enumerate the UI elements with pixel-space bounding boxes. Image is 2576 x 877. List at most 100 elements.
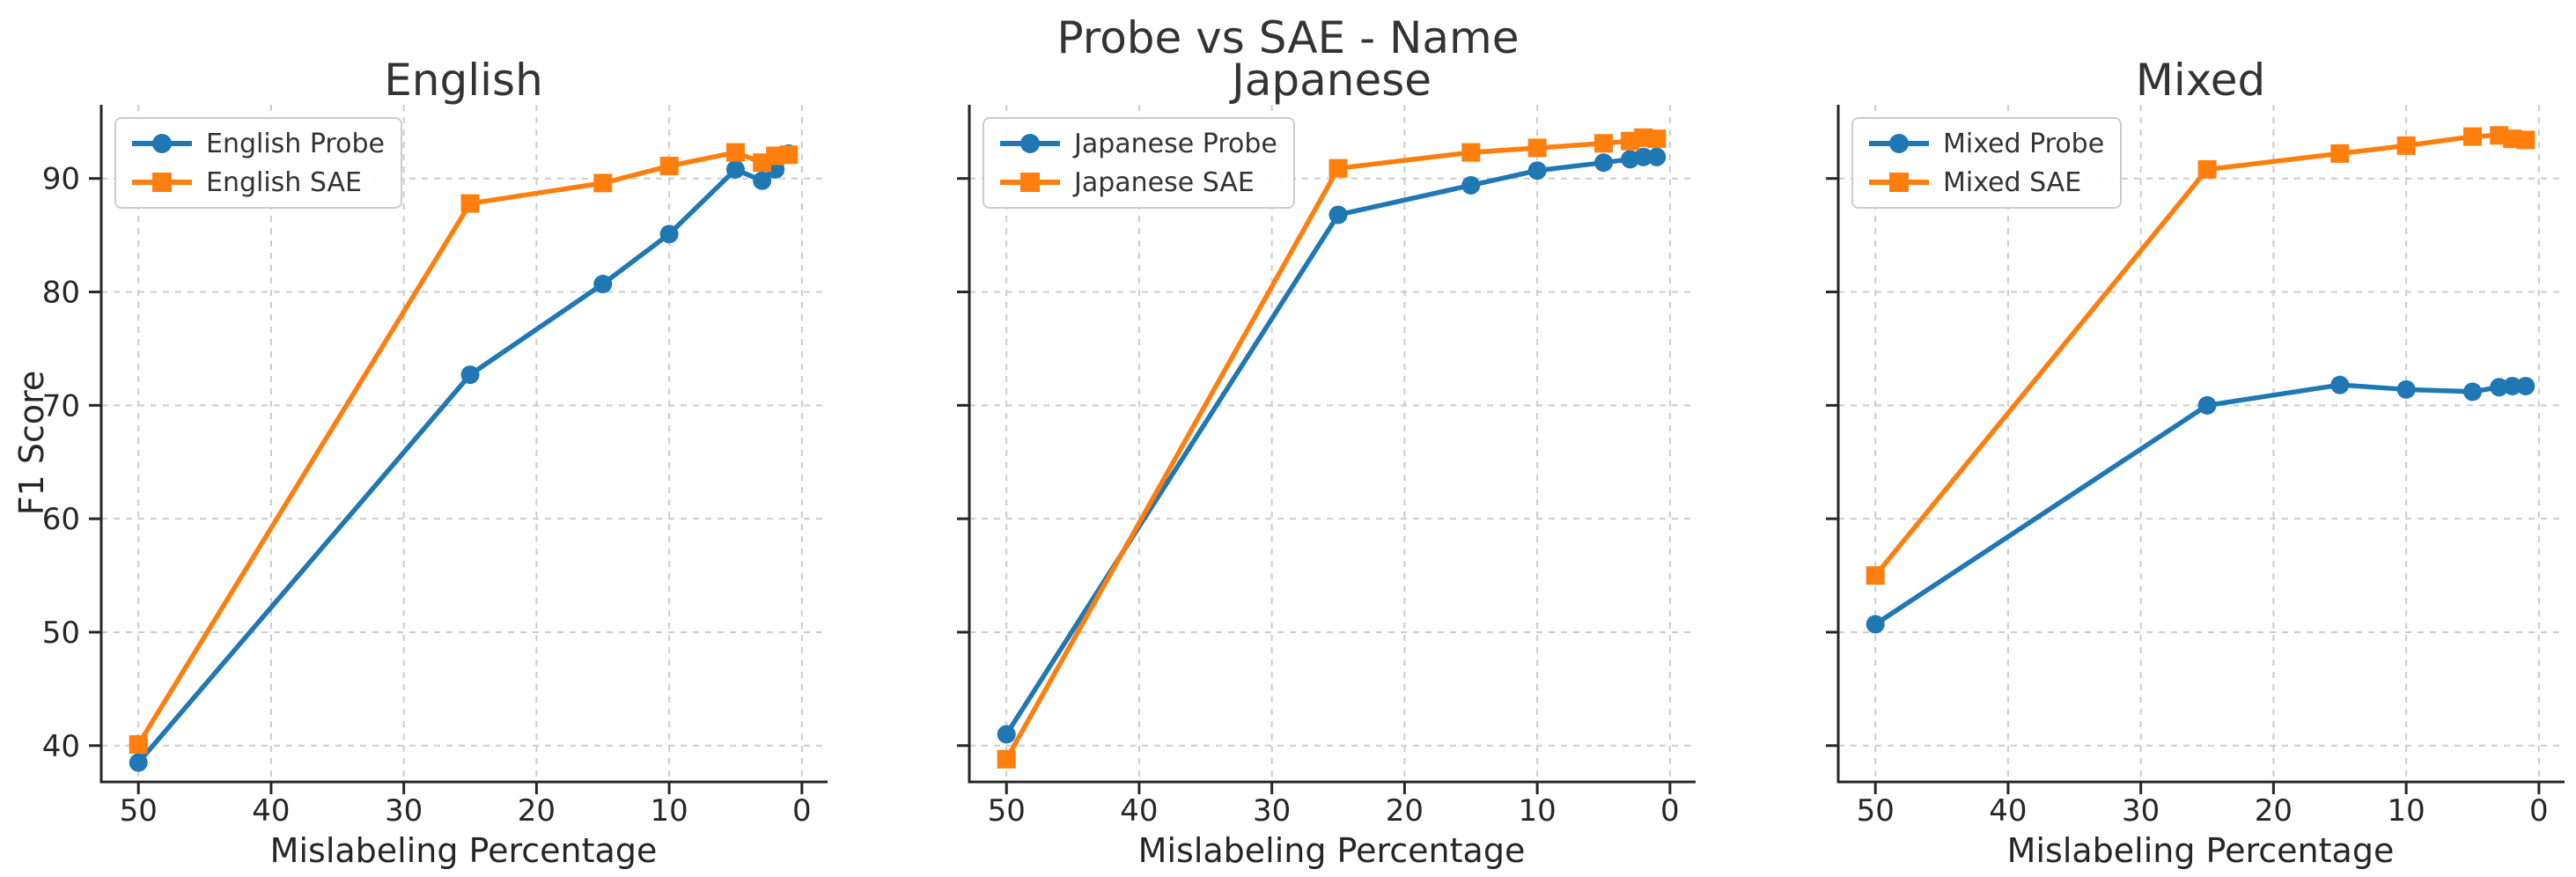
tick-marks [957, 177, 1672, 794]
svg-text:20: 20 [518, 793, 556, 829]
grid-lines [101, 105, 826, 782]
sae-line-marker-icon [1000, 173, 1060, 192]
svg-text:40: 40 [1120, 793, 1158, 829]
x-axis-label-japanese: Mislabeling Percentage [1137, 831, 1526, 870]
x-tick-labels: 50 40 30 20 10 0 [120, 793, 812, 829]
tick-marks [1826, 177, 2541, 794]
data-point [460, 365, 480, 385]
probe-line-marker-icon [1869, 134, 1929, 153]
data-point [726, 159, 746, 179]
svg-text:0: 0 [1660, 793, 1680, 829]
data-point [2503, 376, 2522, 395]
svg-text:0: 0 [2529, 793, 2549, 829]
data-point [726, 143, 746, 162]
svg-text:60: 60 [42, 502, 80, 537]
svg-text:40: 40 [1989, 793, 2027, 829]
axes-spines [99, 105, 828, 784]
series-english-probe [129, 144, 799, 772]
series-japanese-sae [997, 128, 1667, 769]
data-point [1328, 158, 1348, 178]
data-point [1461, 143, 1481, 162]
data-point [997, 749, 1016, 769]
svg-text:70: 70 [42, 388, 80, 424]
legend-label: Japanese Probe [1074, 128, 1277, 159]
svg-text:40: 40 [252, 793, 290, 829]
axes-spines [968, 105, 1696, 784]
y-tick-labels: 40 50 60 70 80 90 [42, 162, 80, 764]
legend-label: Japanese SAE [1074, 166, 1255, 198]
legend-item: English SAE [130, 165, 385, 200]
svg-text:90: 90 [42, 162, 80, 197]
svg-text:30: 30 [1253, 793, 1291, 829]
svg-text:80: 80 [42, 276, 80, 311]
data-point [1461, 175, 1481, 195]
legend-english: English Probe English SAE [114, 117, 402, 209]
data-point [460, 194, 480, 213]
legend-label: Mixed SAE [1943, 166, 2082, 198]
svg-text:50: 50 [988, 793, 1026, 829]
svg-text:30: 30 [2122, 793, 2160, 829]
series-english-sae [129, 143, 799, 754]
svg-text:0: 0 [792, 793, 812, 829]
data-point [2396, 136, 2416, 155]
data-point [2330, 144, 2350, 163]
legend-mixed: Mixed Probe Mixed SAE [1851, 117, 2123, 209]
probe-line-marker-icon [132, 134, 192, 153]
svg-text:10: 10 [2388, 793, 2425, 829]
probe-line-marker-icon [1000, 134, 1060, 153]
legend-item: Mixed Probe [1867, 126, 2104, 161]
series-mixed-sae [1866, 126, 2536, 586]
sae-line-marker-icon [132, 173, 192, 192]
y-axis-label: F1 Score [12, 370, 51, 516]
svg-text:10: 10 [1519, 793, 1557, 829]
legend-item: English Probe [130, 126, 385, 161]
legend-label: English Probe [206, 128, 385, 159]
panel-mixed: 50 40 30 20 10 0 [1826, 105, 2565, 829]
x-axis-label-english: Mislabeling Percentage [269, 831, 658, 870]
x-axis-label-mixed: Mislabeling Percentage [2006, 831, 2395, 870]
svg-text:10: 10 [651, 793, 688, 829]
data-point [1866, 566, 1885, 586]
data-point [1647, 147, 1667, 166]
legend-item: Mixed SAE [1867, 165, 2104, 200]
data-point [1866, 615, 1885, 634]
legend-item: Japanese SAE [998, 165, 1277, 200]
data-point [1328, 205, 1348, 225]
axes-spines [1836, 105, 2565, 784]
svg-text:40: 40 [42, 729, 80, 764]
data-point [1647, 129, 1667, 149]
data-point [2463, 382, 2483, 402]
tick-marks [89, 177, 804, 794]
x-tick-labels: 50 40 30 20 10 0 [1857, 793, 2549, 829]
panel-title-mixed: Mixed [2135, 55, 2266, 106]
data-point [2330, 375, 2350, 394]
data-point [997, 725, 1016, 744]
data-point [2197, 159, 2217, 179]
figure-title: Probe vs SAE - Name [1056, 12, 1520, 63]
data-point [659, 225, 679, 244]
data-point [129, 753, 148, 772]
svg-text:50: 50 [42, 615, 80, 651]
series-mixed-probe [1866, 375, 2536, 634]
data-point [2516, 130, 2536, 150]
svg-text:50: 50 [120, 793, 158, 829]
data-point [753, 171, 772, 190]
series-japanese-probe [997, 147, 1667, 744]
legend-label: Mixed Probe [1943, 128, 2105, 159]
data-point [779, 145, 799, 165]
svg-text:50: 50 [1857, 793, 1895, 829]
data-point [2197, 395, 2217, 415]
data-point [2396, 380, 2416, 399]
panel-title-english: English [384, 55, 543, 106]
legend-japanese: Japanese Probe Japanese SAE [983, 117, 1295, 209]
data-point [593, 173, 613, 193]
data-point [593, 275, 613, 294]
sae-line-marker-icon [1869, 173, 1929, 192]
legend-label: English SAE [206, 166, 362, 198]
data-point [2490, 378, 2509, 397]
data-point [1527, 138, 1547, 158]
legend-item: Japanese Probe [998, 126, 1277, 161]
data-point [1634, 147, 1653, 166]
